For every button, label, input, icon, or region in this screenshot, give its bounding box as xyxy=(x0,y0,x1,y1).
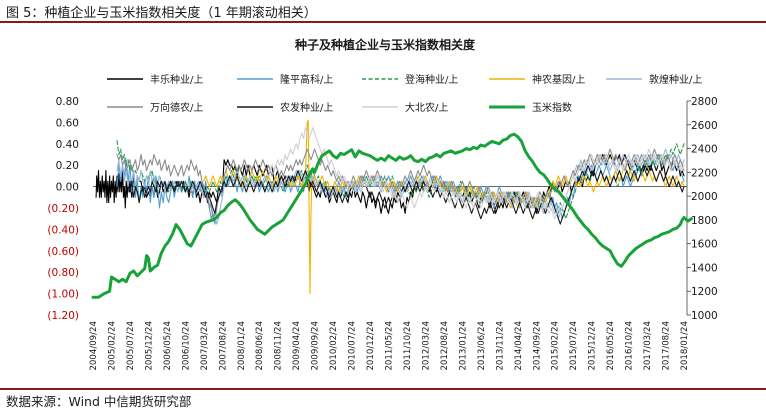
right-tick-label: 2800 xyxy=(691,96,718,108)
x-tick-label: 2004/09/24 xyxy=(89,321,99,371)
x-tick-label: 2005/02/24 xyxy=(107,321,117,371)
right-y-axis: 2800 2600 2400 2200 2000 1800 1600 1400 1200 1000 xyxy=(686,96,718,322)
x-tick-label: 2015/12/24 xyxy=(588,321,598,371)
left-tick-label: (0.20) xyxy=(47,203,79,215)
x-tick-label: 2015/07/24 xyxy=(569,321,579,371)
right-tick-label: 1000 xyxy=(691,310,718,322)
x-tick-label: 2012/08/24 xyxy=(440,321,450,371)
legend-label-3: 神农基因/上 xyxy=(532,73,585,86)
series-line-3 xyxy=(203,119,685,295)
x-tick-label: 2018/01/24 xyxy=(680,321,690,371)
series-line-1 xyxy=(116,153,685,225)
x-tick-label: 2015/02/24 xyxy=(551,321,561,371)
left-tick-label: (0.40) xyxy=(47,224,79,236)
x-tick-label: 2007/08/24 xyxy=(218,321,228,371)
left-tick-label: 0.60 xyxy=(56,117,79,129)
right-tick-label: 1800 xyxy=(691,215,718,227)
right-tick-label: 1600 xyxy=(691,239,718,251)
figure-header: 图 5：种植企业与玉米指数相关度（1 年期滚动相关） xyxy=(0,0,766,23)
x-tick-label: 2014/09/24 xyxy=(532,321,542,371)
x-tick-label: 2009/04/24 xyxy=(292,321,302,371)
series-line-7 xyxy=(267,127,685,220)
right-tick-label: 2400 xyxy=(691,144,718,156)
x-tick-label: 2010/02/24 xyxy=(329,321,339,371)
legend-label-4: 敦煌种业/上 xyxy=(649,73,702,86)
left-y-axis: 0.80 0.60 0.40 0.20 0.00 (0.20) (0.40) (0.60) (0… xyxy=(47,96,79,322)
x-tick-label: 2008/11/24 xyxy=(274,321,284,371)
chart-title: 种子及种植企业与玉米指数相关度 xyxy=(294,37,476,52)
legend-label-5: 万向德农/上 xyxy=(150,101,203,114)
x-tick-label: 2017/08/24 xyxy=(662,321,672,371)
left-tick-label: (0.80) xyxy=(47,267,79,279)
x-tick-label: 2006/05/24 xyxy=(163,321,173,371)
legend-label-2: 登海种业/上 xyxy=(405,73,458,86)
x-tick-label: 2005/12/24 xyxy=(144,321,154,371)
x-tick-label: 2012/03/24 xyxy=(421,321,431,371)
correlation-chart: 种子及种植企业与玉米指数相关度 丰乐种业/上 隆平高科/上 登海种业/上 神农基因/上… xyxy=(47,37,718,371)
right-tick-label: 2200 xyxy=(691,167,718,179)
x-tick-label: 2017/03/24 xyxy=(643,321,653,371)
figure-caption: 图 5：种植企业与玉米指数相关度（1 年期滚动相关） xyxy=(6,6,317,21)
x-tick-label: 2006/10/24 xyxy=(181,321,191,371)
left-tick-label: 0.00 xyxy=(56,182,79,194)
header-rule xyxy=(0,21,766,23)
plot-area xyxy=(91,119,693,299)
x-tick-label: 2013/06/24 xyxy=(477,321,487,371)
x-tick-label: 2010/12/24 xyxy=(366,321,376,371)
left-tick-label: 0.20 xyxy=(56,160,79,172)
left-tick-label: (0.60) xyxy=(47,246,79,258)
x-tick-label: 2005/07/24 xyxy=(126,321,136,371)
series-line-5 xyxy=(116,148,685,220)
legend-label-8: 玉米指数 xyxy=(532,101,572,114)
right-tick-label: 1400 xyxy=(691,262,718,274)
x-tick-label: 2008/01/24 xyxy=(237,321,247,371)
legend-label-6: 农发种业/上 xyxy=(280,101,333,114)
series-line-8 xyxy=(91,132,693,299)
left-tick-label: (1.20) xyxy=(47,310,79,322)
series-line-6 xyxy=(129,164,685,225)
x-tick-label: 2010/07/24 xyxy=(348,321,358,371)
x-tick-label: 2013/11/24 xyxy=(495,321,505,371)
right-tick-label: 2000 xyxy=(691,191,718,203)
x-tick-label: 2014/04/24 xyxy=(514,321,524,371)
left-tick-label: 0.80 xyxy=(56,96,79,108)
left-tick-label: 0.40 xyxy=(56,139,79,151)
right-tick-label: 1200 xyxy=(691,286,718,298)
x-tick-label: 2011/10/24 xyxy=(403,321,413,371)
x-tick-label: 2013/01/24 xyxy=(458,321,468,371)
x-axis: 2004/09/24 2005/02/24 2005/07/24 2005/12/24… xyxy=(89,321,690,371)
x-tick-label: 2011/05/24 xyxy=(385,321,395,371)
right-tick-label: 2600 xyxy=(691,120,718,132)
x-tick-label: 2008/06/24 xyxy=(255,321,265,371)
x-tick-label: 2009/09/24 xyxy=(311,321,321,371)
left-tick-label: (1.00) xyxy=(47,289,79,301)
x-tick-label: 2016/10/24 xyxy=(625,321,635,371)
x-tick-label: 2007/03/24 xyxy=(200,321,210,371)
footer-rule xyxy=(0,388,766,390)
legend-label-1: 隆平高科/上 xyxy=(280,73,333,86)
legend-label-0: 丰乐种业/上 xyxy=(150,73,203,86)
data-source: 数据来源：Wind 中信期货研究部 xyxy=(6,394,192,409)
x-tick-label: 2016/05/24 xyxy=(606,321,616,371)
legend-label-7: 大北农/上 xyxy=(405,101,448,114)
